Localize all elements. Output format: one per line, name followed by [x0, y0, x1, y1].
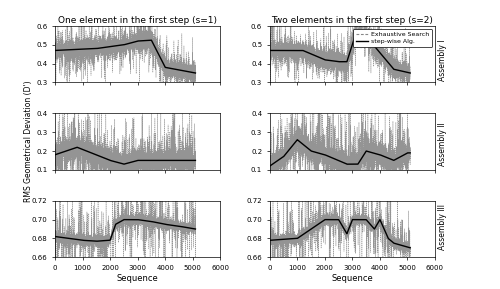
X-axis label: Sequence: Sequence: [332, 274, 374, 283]
Legend: Exhaustive Search, step-wise Alg.: Exhaustive Search, step-wise Alg.: [353, 29, 432, 47]
X-axis label: Sequence: Sequence: [116, 274, 158, 283]
Text: Assembly II: Assembly II: [438, 123, 447, 166]
Text: Assembly I: Assembly I: [438, 40, 447, 81]
Y-axis label: RMS Geometrical Deviation (D'): RMS Geometrical Deviation (D'): [24, 81, 34, 202]
Text: Assembly III: Assembly III: [438, 204, 447, 250]
Title: One element in the first step (s=1): One element in the first step (s=1): [58, 16, 217, 25]
Title: Two elements in the first step (s=2): Two elements in the first step (s=2): [272, 16, 434, 25]
